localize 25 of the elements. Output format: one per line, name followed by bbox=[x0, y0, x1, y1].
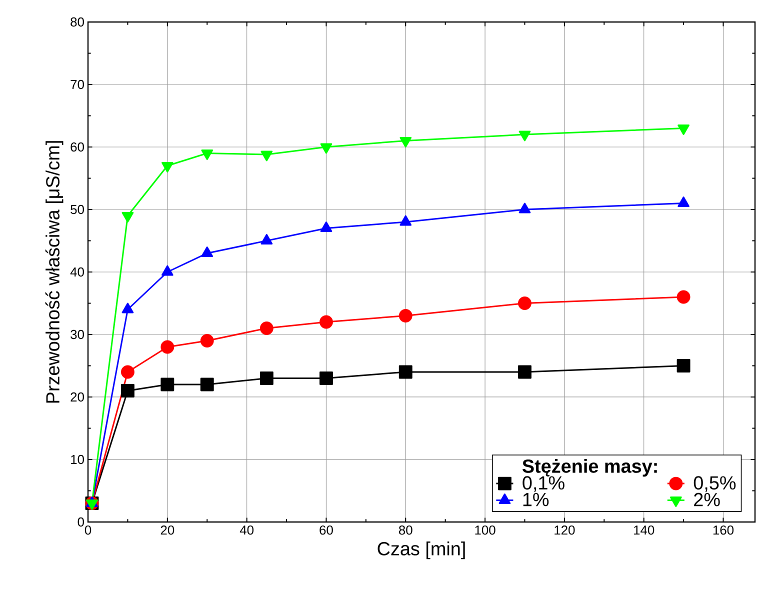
x-tick-label: 140 bbox=[634, 526, 654, 535]
y-tick-label: 50 bbox=[70, 204, 84, 214]
x-tick-label: 40 bbox=[240, 526, 254, 535]
y-tick-label: 0 bbox=[78, 517, 84, 527]
legend-label: 0,1% bbox=[522, 476, 564, 492]
x-tick-label: 80 bbox=[398, 526, 412, 535]
y-tick-label: 60 bbox=[70, 142, 84, 152]
y-tick-label: 40 bbox=[70, 267, 84, 277]
legend-title: Stężenie masy: bbox=[522, 458, 657, 477]
x-tick-label: 20 bbox=[160, 526, 174, 535]
y-tick-label: 70 bbox=[70, 80, 84, 90]
y-tick-label: 80 bbox=[70, 17, 84, 27]
legend-label: 2% bbox=[694, 492, 720, 506]
x-tick-label: 100 bbox=[475, 526, 496, 535]
y-tick-label: 20 bbox=[70, 392, 84, 402]
x-tick-label: 0 bbox=[84, 526, 92, 535]
x-tick-label: 60 bbox=[320, 526, 333, 535]
legend-label: 1% bbox=[523, 492, 549, 506]
y-axis-title: Przewodność właściwa [μS/cm] bbox=[45, 141, 64, 403]
x-tick-label: 160 bbox=[713, 526, 734, 535]
legend-label: 0,5% bbox=[694, 476, 736, 492]
x-tick-label: 120 bbox=[554, 526, 575, 535]
x-axis-title: Czas [min] bbox=[378, 542, 465, 560]
y-tick-label: 10 bbox=[71, 454, 84, 464]
y-tick-label: 30 bbox=[70, 330, 84, 340]
